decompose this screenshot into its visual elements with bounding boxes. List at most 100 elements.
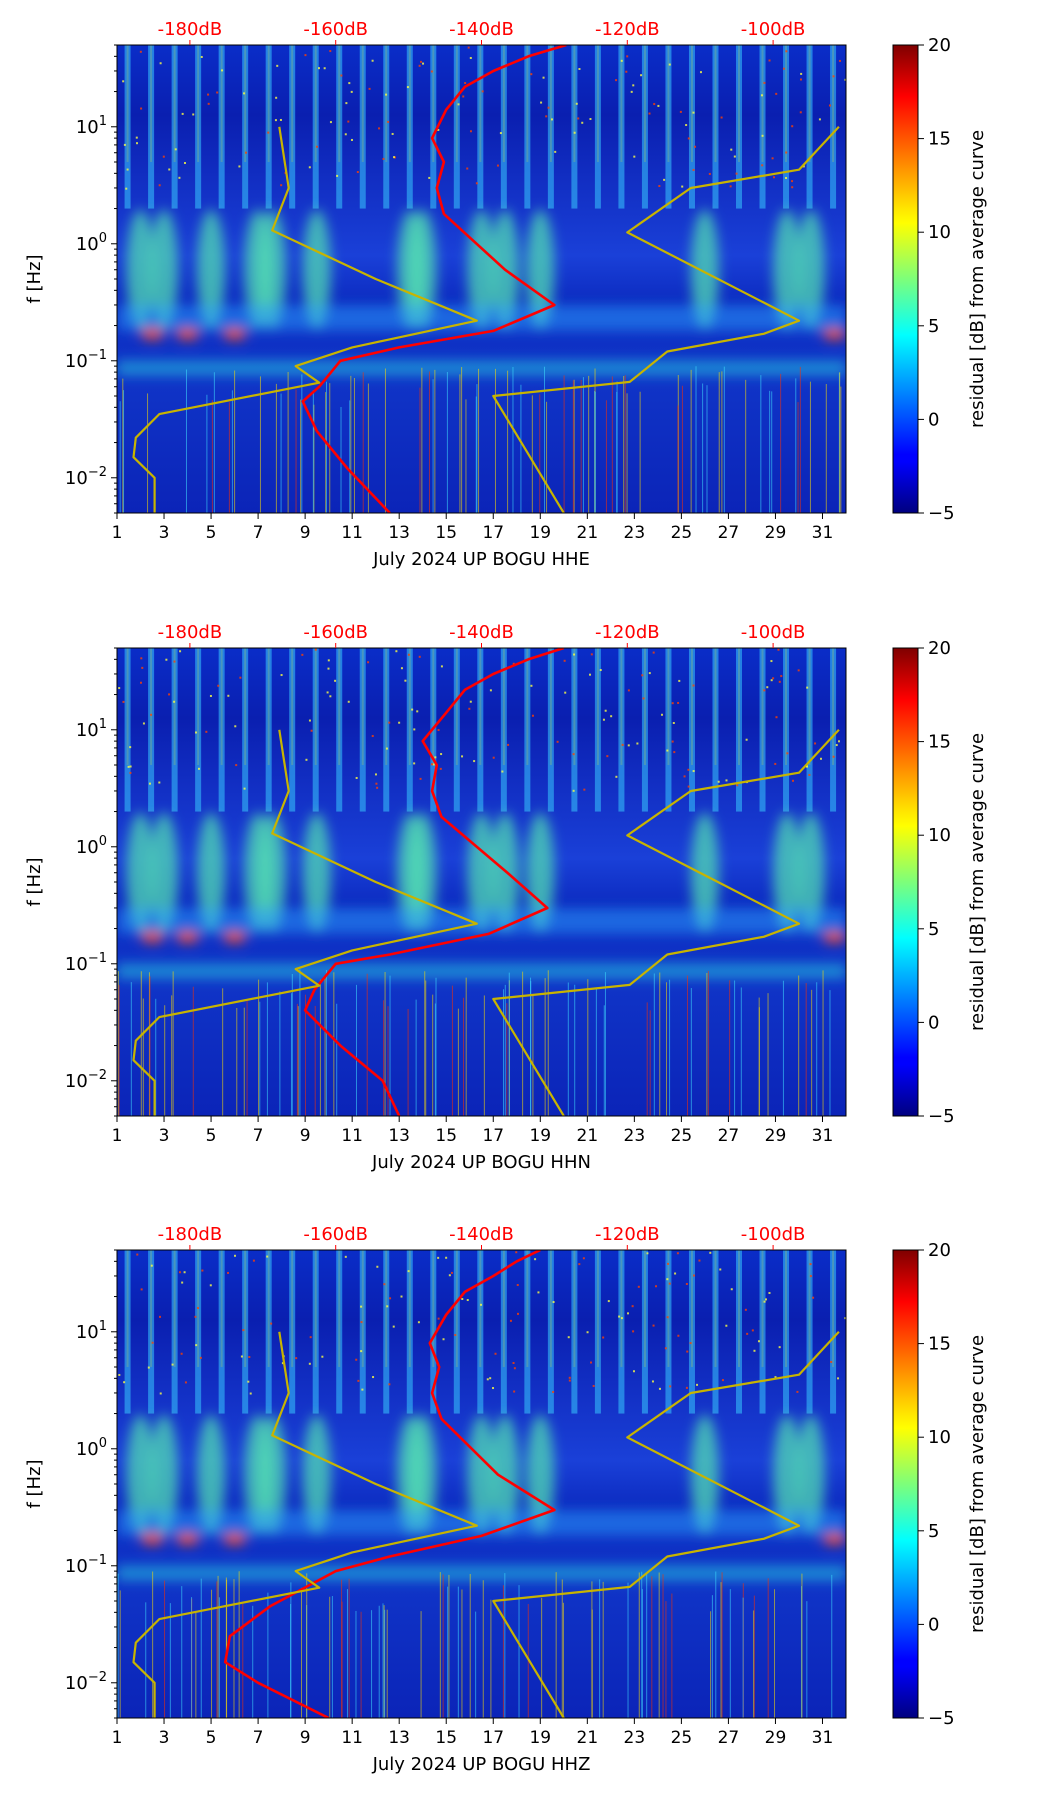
x-tick-label: 29: [765, 1728, 787, 1748]
y-axis-label: f [Hz]: [24, 1459, 45, 1508]
top-db-label: -180dB: [158, 19, 223, 40]
x-tick-label: 21: [577, 523, 599, 543]
colorbar-gradient: [892, 647, 919, 1117]
x-tick-label: 1: [112, 1728, 123, 1748]
colorbar-tick-label: 15: [928, 732, 951, 753]
x-axis-label: July 2024 UP BOGU HHZ: [372, 1754, 591, 1775]
noise-curves: [132, 648, 840, 1116]
top-db-label: -100dB: [741, 1224, 806, 1245]
colorbar-tick-label: 0: [928, 1012, 939, 1033]
top-db-axis: -180dB -160dB -140dB -120dB -100dB: [158, 19, 806, 45]
x-tick-label: 9: [300, 1728, 311, 1748]
high-frequency-speckle: [122, 46, 846, 190]
top-db-label: -180dB: [158, 622, 223, 643]
x-tick-label: 7: [253, 1728, 264, 1748]
x-tick-label: 23: [624, 1126, 646, 1146]
x-tick-label: 19: [529, 1126, 551, 1146]
y-tick-label: 10−2: [65, 465, 107, 489]
top-db-label: -160dB: [303, 19, 368, 40]
colorbar: 20 15 10 5 0 −5 residual [dB] from average cur…: [892, 638, 988, 1127]
x-tick-label: 25: [671, 1728, 693, 1748]
y-tick-label: 101: [76, 717, 107, 741]
y-axis: 101 100 10−1 10−2 f [Hz]: [24, 1249, 117, 1719]
x-tick-label: 11: [341, 1728, 363, 1748]
y-tick-label: 101: [76, 114, 107, 138]
x-tick-label: 27: [718, 523, 740, 543]
top-db-label: -140dB: [449, 622, 514, 643]
x-tick-label: 13: [388, 1728, 410, 1748]
x-tick-label: 17: [482, 1126, 504, 1146]
y-axis-label: f [Hz]: [24, 254, 45, 303]
low-noise-model-line: [132, 729, 478, 1116]
x-tick-label: 3: [159, 1728, 170, 1748]
colorbar-tick-label: 15: [928, 1334, 951, 1355]
x-tick-label: 25: [671, 523, 693, 543]
x-tick-label: 15: [435, 1728, 457, 1748]
x-tick-label: 13: [388, 523, 410, 543]
colorbar-label: residual [dB] from average curve: [967, 130, 988, 428]
top-db-label: -100dB: [741, 622, 806, 643]
top-db-label: -160dB: [303, 622, 368, 643]
x-tick-label: 25: [671, 1126, 693, 1146]
top-db-axis: -180dB -160dB -140dB -120dB -100dB: [158, 622, 806, 648]
x-tick-label: 31: [812, 1728, 834, 1748]
low-frequency-streaks: [117, 1571, 833, 1718]
colorbar-tick-label: 10: [928, 1427, 951, 1448]
x-tick-label: 1: [112, 523, 123, 543]
y-tick-label: 10−1: [65, 951, 107, 975]
high-frequency-speckle: [118, 648, 840, 792]
x-tick-label: 17: [482, 1728, 504, 1748]
x-tick-label: 27: [718, 1728, 740, 1748]
colorbar-tick-label: 20: [928, 35, 951, 56]
high-noise-model-line: [492, 729, 840, 1116]
noise-curves: [132, 1250, 840, 1718]
top-db-label: -140dB: [449, 1224, 514, 1245]
diurnal-stripes: [124, 648, 837, 812]
x-tick-label: 23: [624, 523, 646, 543]
colorbar-tick-label: −5: [928, 503, 955, 524]
colorbar-tick-label: 20: [928, 638, 951, 659]
x-tick-label: 9: [300, 1126, 311, 1146]
y-tick-label: 10−1: [65, 1553, 107, 1577]
top-db-axis: -180dB -160dB -140dB -120dB -100dB: [158, 1224, 806, 1250]
x-tick-label: 11: [341, 1126, 363, 1146]
y-tick-label: 10−1: [65, 348, 107, 372]
x-tick-label: 23: [624, 1728, 646, 1748]
x-tick-label: 13: [388, 1126, 410, 1146]
top-db-label: -120dB: [595, 1224, 660, 1245]
colorbar-tick-label: 5: [928, 316, 939, 337]
x-axis-label: July 2024 UP BOGU HHN: [371, 1152, 591, 1173]
top-db-label: -120dB: [595, 622, 660, 643]
x-tick-label: 7: [253, 523, 264, 543]
colorbar-tick-label: 20: [928, 1240, 951, 1261]
x-tick-label: 15: [435, 1126, 457, 1146]
x-tick-label: 27: [718, 1126, 740, 1146]
top-db-label: -100dB: [741, 19, 806, 40]
y-axis-label: f [Hz]: [24, 857, 45, 906]
heatmap-image: [117, 45, 846, 513]
low-noise-model-line: [132, 126, 478, 513]
colorbar-gradient: [892, 1249, 919, 1719]
top-db-label: -180dB: [158, 1224, 223, 1245]
colorbar-tick-label: 5: [928, 1521, 939, 1542]
y-tick-label: 100: [76, 834, 107, 858]
microseism-blobs: [117, 1414, 846, 1581]
y-axis: 101 100 10−1 10−2 f [Hz]: [24, 44, 117, 514]
x-axis-label: July 2024 UP BOGU HHE: [372, 549, 590, 570]
colorbar-gradient: [892, 44, 919, 514]
x-tick-label: 17: [482, 523, 504, 543]
top-db-label: -160dB: [303, 1224, 368, 1245]
y-tick-label: 10−2: [65, 1068, 107, 1092]
colorbar-tick-label: 10: [928, 825, 951, 846]
low-frequency-streaks: [119, 366, 842, 513]
y-axis: 101 100 10−1 10−2 f [Hz]: [24, 647, 117, 1117]
x-tick-label: 15: [435, 523, 457, 543]
x-tick-label: 11: [341, 523, 363, 543]
diurnal-stripes: [124, 45, 837, 209]
colorbar: 20 15 10 5 0 −5 residual [dB] from average cur…: [892, 1240, 988, 1729]
noise-curves: [132, 45, 840, 513]
